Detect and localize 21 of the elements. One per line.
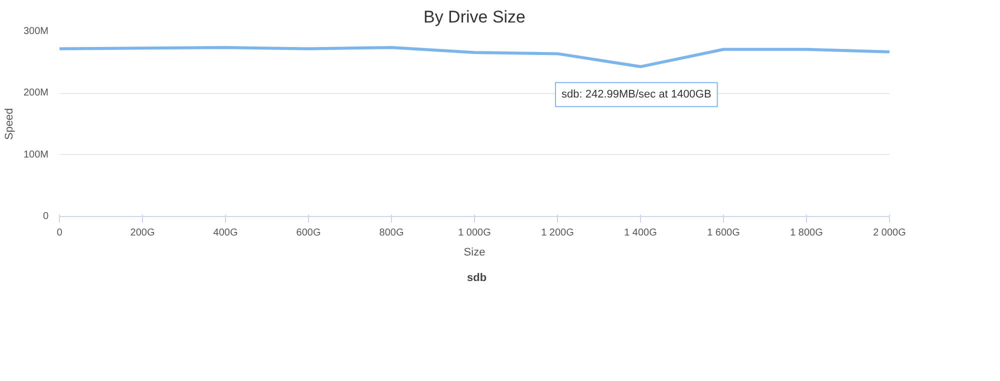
annotation: sdb: 242.99MB/sec at 1400GB [562,88,712,101]
x-tick-label: 200G [130,228,155,238]
x-tick-label: 400G [213,228,238,238]
x-tick-label: 0 [56,228,63,238]
x-tick-label: 1 000G [458,228,492,238]
y-axis-title: Speed [3,108,16,140]
x-tick-label: 1 200G [541,228,574,238]
chart-title: By Drive Size [423,8,526,26]
x-tick-label: 1 800G [790,228,824,238]
x-axis-title: Size [464,246,486,258]
y-tick-label: 100M [23,149,48,160]
y-tick-label: 0 [42,211,49,222]
x-tick-label: 800G [379,228,404,238]
y-tick-label: 300M [23,26,48,37]
y-tick-label: 200M [23,88,48,99]
line-series [60,46,890,68]
x-tick-label: 1 600G [707,228,740,238]
text: sdb [467,272,487,284]
x-tick-label: 2 000G [873,228,906,238]
x-tick-label: 1 400G [624,228,658,238]
x-tick-label: 600G [296,228,321,238]
